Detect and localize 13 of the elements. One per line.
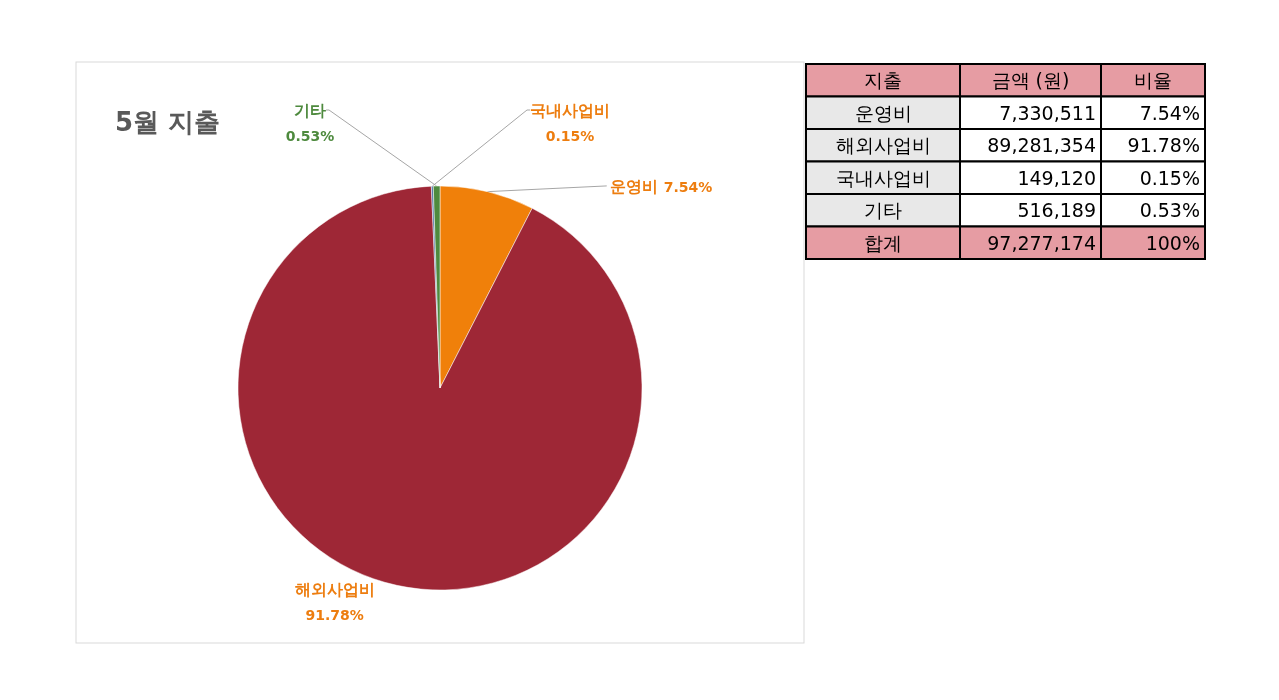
cell: 7.54% xyxy=(1139,101,1200,124)
cell: 100% xyxy=(1145,231,1200,254)
cell: 0.15% xyxy=(1139,166,1200,189)
cell: 7,330,511 xyxy=(999,101,1096,124)
cell: 금액 (원) xyxy=(991,69,1070,92)
cell: 149,120 xyxy=(1017,166,1096,189)
cell: 516,189 xyxy=(1017,199,1096,222)
cell: 비율 xyxy=(1134,69,1172,92)
cell: 89,281,354 xyxy=(987,134,1096,157)
cell: 0.53% xyxy=(1139,199,1200,222)
title: 5월 지출 xyxy=(115,107,221,137)
cell: 91.78% xyxy=(1127,134,1200,157)
cell: 97,277,174 xyxy=(987,231,1096,254)
